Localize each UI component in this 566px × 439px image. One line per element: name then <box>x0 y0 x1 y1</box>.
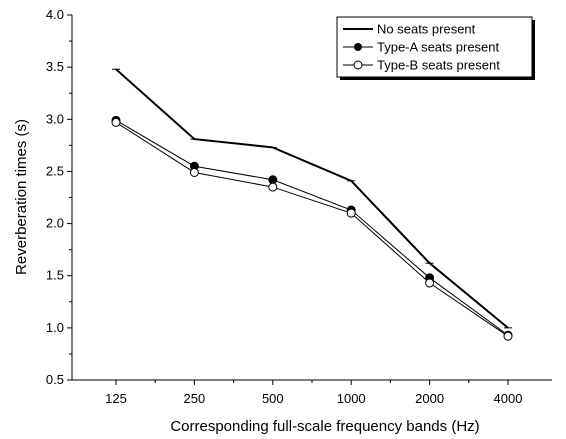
series-line <box>115 121 509 337</box>
x-tick-label: 500 <box>262 391 284 406</box>
y-tick-label: 1.0 <box>46 320 64 335</box>
x-tick-label: 2000 <box>415 391 444 406</box>
x-tick-label: 4000 <box>494 391 523 406</box>
y-tick-label: 3.0 <box>46 111 64 126</box>
legend: No seats present Type-A seats present Type… <box>336 16 535 80</box>
axes: 0.5 1.0 1.5 2.0 2.5 3.0 3.5 4.0 125 250 500 1000 200… <box>46 7 552 406</box>
legend-marker <box>354 43 362 51</box>
series-2 <box>111 115 513 340</box>
series-3 <box>111 117 513 341</box>
y-tick-label: 3.5 <box>46 59 64 74</box>
data-point <box>268 182 278 192</box>
data-point <box>189 167 199 177</box>
x-tick-label: 125 <box>105 391 127 406</box>
plot-series <box>111 68 513 341</box>
data-point <box>346 208 356 218</box>
x-tick-label: 1000 <box>337 391 366 406</box>
legend-marker <box>353 60 363 70</box>
y-tick-label: 1.5 <box>46 268 64 283</box>
data-point <box>425 278 435 288</box>
data-point <box>503 331 513 341</box>
legend-label: No seats present <box>377 22 476 37</box>
y-axis-label: Reverberation times (s) <box>13 119 30 275</box>
y-tick-label: 2.5 <box>46 163 64 178</box>
x-tick-label: 250 <box>184 391 206 406</box>
y-tick-label: 4.0 <box>46 7 64 22</box>
legend-label: Type-A seats present <box>377 40 500 55</box>
x-axis-label: Corresponding full-scale frequency bands… <box>170 418 479 435</box>
series-line <box>115 119 509 336</box>
data-point <box>111 117 121 127</box>
y-tick-label: 0.5 <box>46 372 64 387</box>
legend-label: Type-B seats present <box>377 58 500 73</box>
series-1 <box>112 68 512 329</box>
y-tick-label: 2.0 <box>46 216 64 231</box>
series-line <box>115 68 509 329</box>
